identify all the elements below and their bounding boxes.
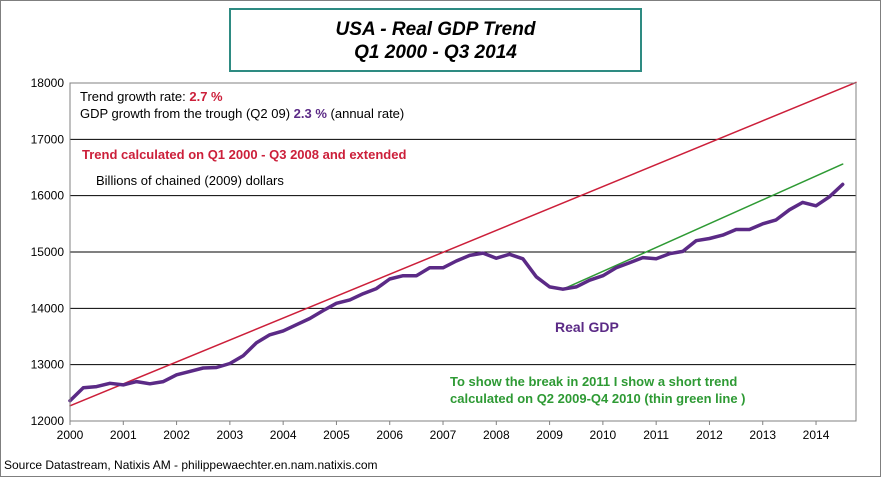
series-trend xyxy=(69,81,857,407)
chart-title-line1: USA - Real GDP Trend xyxy=(335,19,536,40)
y-tick-18000: 18000 xyxy=(31,76,65,90)
x-tick-2008: 2008 xyxy=(483,428,510,442)
source-note: Source Datastream, Natixis AM - philippe… xyxy=(4,458,378,472)
gdp-growth-label: GDP growth from the trough (Q2 09) xyxy=(80,106,291,121)
x-tick-2013: 2013 xyxy=(749,428,776,442)
x-tick-labels: 2000 2001 2002 2003 2004 2005 2006 2007 2008 2009… xyxy=(57,421,830,442)
trend-rate-value: 2.7 % xyxy=(189,89,223,104)
x-tick-2002: 2002 xyxy=(163,428,190,442)
y-tick-labels: 12000 13000 14000 15000 16000 17000 18000 xyxy=(31,76,65,428)
real-gdp-label: Real GDP xyxy=(555,319,619,335)
y-tick-17000: 17000 xyxy=(31,132,65,146)
gdp-growth-suffix: (annual rate) xyxy=(330,106,405,121)
x-tick-2010: 2010 xyxy=(590,428,617,442)
x-tick-2005: 2005 xyxy=(323,428,350,442)
gdp-growth-value: 2.3 % xyxy=(293,106,327,121)
break-note-line2: calculated on Q2 2009-Q4 2010 (thin gree… xyxy=(450,391,746,406)
x-tick-2004: 2004 xyxy=(270,428,297,442)
y-tick-14000: 14000 xyxy=(31,301,65,315)
trend-rate-label: Trend growth rate: xyxy=(80,89,186,104)
y-tick-16000: 16000 xyxy=(31,189,65,203)
series-real-gdp xyxy=(68,182,845,403)
chart-title-line2: Q1 2000 - Q3 2014 xyxy=(354,42,517,63)
y-tick-15000: 15000 xyxy=(31,245,65,259)
y-tick-13000: 13000 xyxy=(31,358,65,372)
x-tick-2011: 2011 xyxy=(643,428,669,442)
gdp-growth-annotation: GDP growth from the trough (Q2 09) 2.3 %… xyxy=(80,106,404,121)
units-label: Billions of chained (2009) dollars xyxy=(96,173,284,188)
x-tick-2012: 2012 xyxy=(696,428,723,442)
series-lines xyxy=(68,81,857,407)
grid-lines xyxy=(70,138,856,366)
trend-note: Trend calculated on Q1 2000 - Q3 2008 an… xyxy=(82,147,407,162)
x-tick-2001: 2001 xyxy=(110,428,137,442)
x-tick-2000: 2000 xyxy=(57,428,84,442)
x-tick-2003: 2003 xyxy=(217,428,244,442)
x-tick-2006: 2006 xyxy=(376,428,403,442)
y-tick-12000: 12000 xyxy=(31,414,65,428)
trend-rate-annotation: Trend growth rate: 2.7 % xyxy=(80,89,223,104)
plot-area-border xyxy=(69,82,857,422)
x-tick-2009: 2009 xyxy=(536,428,563,442)
x-tick-2014: 2014 xyxy=(803,428,830,442)
chart-title-box: USA - Real GDP Trend Q1 2000 - Q3 2014 xyxy=(229,8,642,72)
x-tick-2007: 2007 xyxy=(430,428,457,442)
break-note-line1: To show the break in 2011 I show a short… xyxy=(450,374,738,389)
series-short-trend xyxy=(562,163,844,290)
